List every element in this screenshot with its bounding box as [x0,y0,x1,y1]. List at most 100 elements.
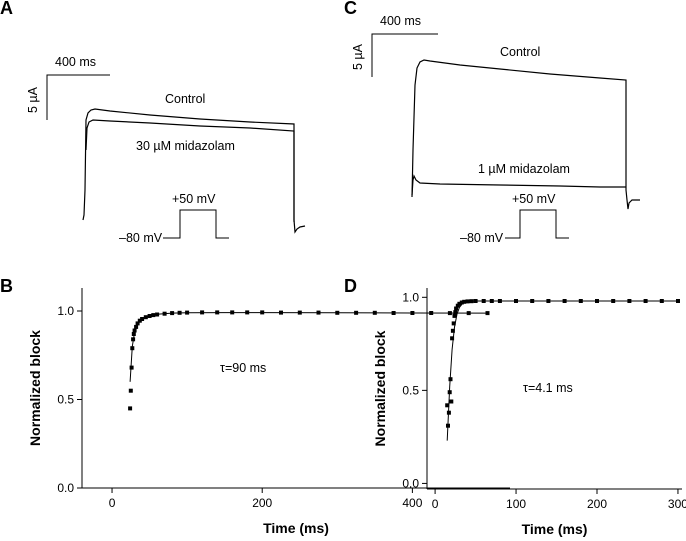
data-point-d [627,299,632,303]
x-tick-label-d: 100 [506,497,526,511]
tau-label-b: τ=90 ms [220,361,266,375]
scale-bar-c [371,33,438,77]
x-tick-label-b: 400 [402,496,422,510]
data-point-b [185,310,190,315]
scale-time-c: 400 ms [380,14,421,28]
panel-letter-b: B [0,276,13,296]
data-point-b [134,324,139,329]
data-point-b [143,315,148,320]
data-point-b [131,337,136,342]
data-point-d [459,300,464,305]
data-point-d [611,299,616,303]
voltage-protocol-c [505,209,569,239]
scale-current-a: 5 µA [26,86,40,113]
data-point-b [128,388,133,393]
panel-letter-d: D [344,276,357,296]
data-point-d [457,301,462,306]
data-point-d [446,423,450,428]
fit-line-d [446,300,678,441]
data-point-b [245,310,250,315]
data-point-b [147,314,152,318]
x-tick-label-d: 300 [668,497,686,511]
control-trace-a [82,108,306,234]
data-point-b [485,311,490,316]
panel-letter-c: C [344,0,357,18]
control-trace-c [411,59,640,210]
data-point-b [372,310,377,315]
data-point-b [215,310,220,315]
data-point-b [279,310,283,315]
data-point-d [489,299,494,303]
data-point-d [481,299,486,303]
data-point-b [260,310,265,315]
protocol-low-c: –80 mV [460,231,504,245]
y-tick-label-b: 0.5 [57,393,74,407]
data-point-b [466,311,471,316]
data-point-d [448,377,453,382]
data-point-b [137,318,142,323]
y-tick-label-b: 1.0 [57,304,74,318]
data-point-d [595,299,599,303]
data-point-b [129,365,134,370]
data-point-d [562,299,567,303]
protocol-low-a: –80 mV [119,231,163,245]
data-point-d [450,336,455,341]
x-axis-title-b: Time (ms) [263,520,329,536]
data-point-d [447,390,452,395]
x-tick-label-d: 200 [587,497,607,511]
fit-line-b [129,312,488,382]
data-point-b [128,406,133,411]
chart-d: 0.0 0.5 1.0 0 100 200 300 Time (ms) Normalized b… [372,288,686,537]
data-point-b [429,311,434,315]
data-point-b [447,311,452,316]
data-point-b [200,310,205,315]
data-point-d [546,299,551,303]
data-point-b [155,312,160,317]
control-label-a: Control [165,92,205,106]
data-point-d [530,299,535,303]
drug-label-a: 30 µM midazolam [136,139,235,153]
scale-bar-a [46,74,110,120]
data-point-b [170,311,175,316]
data-point-d [473,299,478,303]
data-point-b [316,310,321,315]
data-point-d [676,299,680,303]
data-point-b [135,321,140,326]
data-point-d [469,299,474,304]
data-point-b [410,311,415,315]
data-point-d [462,299,467,304]
chart-b: 0.0 0.5 1.0 0 200 400 Time (ms) Normalized bloc… [27,288,510,536]
data-point-d [446,410,451,415]
data-point-d [451,321,456,326]
drug-trace-a [85,119,295,222]
voltage-protocol-a [163,209,229,239]
data-point-d [578,299,583,303]
x-tick-label-b: 0 [109,496,116,510]
data-point-d [514,299,518,303]
data-point-b [391,311,396,315]
data-point-d [643,299,648,303]
data-point-b [151,313,156,318]
data-point-b [177,310,182,315]
data-point-d [449,399,454,404]
scale-current-c: 5 µA [351,43,365,70]
y-tick-label-b: 0.0 [57,481,74,495]
y-tick-label-d: 0.0 [402,476,419,490]
data-point-b [140,317,145,321]
y-axis-title-d: Normalized block [372,330,388,446]
data-point-d [453,310,458,315]
x-tick-label-b: 200 [252,496,272,510]
protocol-high-c: +50 mV [512,192,556,206]
y-axis-title-b: Normalized block [27,330,43,446]
x-tick-label-d: 0 [432,497,439,511]
y-tick-label-d: 0.5 [402,383,419,397]
x-axis-title-d: Time (ms) [522,521,588,537]
data-point-d [454,306,459,311]
tau-label-d: τ=4.1 ms [523,381,573,395]
control-label-c: Control [500,45,540,59]
data-point-d [445,403,450,408]
data-point-d [450,328,455,333]
panel-letter-a: A [0,0,13,18]
drug-label-c: 1 µM midazolam [478,162,570,176]
